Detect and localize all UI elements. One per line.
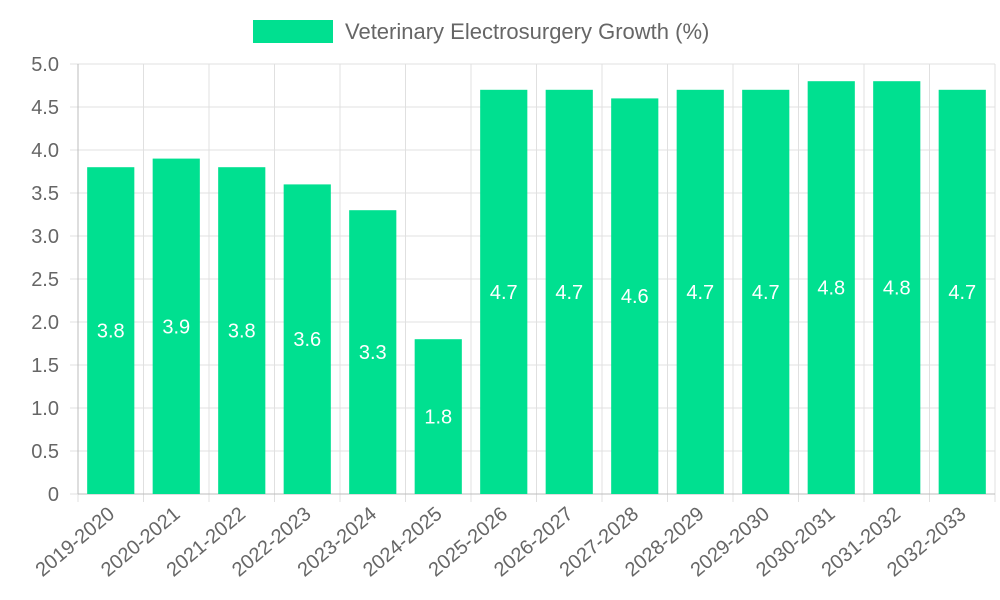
y-axis-ticks: 0 0.5 1.0 1.5 2.0 2.5 3.0 3.5 4.0 4.5 5.0	[31, 54, 59, 506]
bar	[676, 89, 724, 495]
bar	[611, 98, 659, 495]
gridlines	[70, 63, 996, 502]
y-tick-label: 4.5	[31, 97, 59, 119]
y-tick-label: 1.5	[31, 355, 59, 377]
bar	[545, 89, 593, 495]
legend-label: Veterinary Electrosurgery Growth (%)	[345, 19, 709, 44]
y-tick-label: 1.0	[31, 398, 59, 420]
bar-value-label: 3.8	[97, 321, 125, 343]
x-axis-ticks: 2019-20202020-20212021-20222022-20232023…	[32, 503, 971, 581]
y-tick-label: 2.5	[31, 269, 59, 291]
bar-value-label: 4.7	[686, 282, 714, 304]
bar	[152, 158, 200, 494]
bar-value-label: 4.7	[490, 282, 518, 304]
bar	[414, 339, 462, 494]
bar-value-label: 4.6	[621, 286, 649, 308]
y-tick-label: 3.0	[31, 226, 59, 248]
bars	[87, 81, 986, 495]
bar-value-label: 4.8	[817, 278, 845, 300]
bar-value-label: 3.9	[162, 316, 190, 338]
y-tick-label: 0.5	[31, 441, 59, 463]
bar-value-label: 3.3	[359, 342, 387, 364]
legend[interactable]: Veterinary Electrosurgery Growth (%)	[253, 19, 709, 44]
bar	[283, 184, 331, 494]
bar	[807, 81, 855, 494]
y-tick-label: 3.5	[31, 183, 59, 205]
bar-value-label: 3.6	[293, 329, 321, 351]
bar-value-label: 4.8	[883, 278, 911, 300]
y-tick-label: 2.0	[31, 312, 59, 334]
bar	[742, 89, 790, 495]
bar	[873, 81, 921, 494]
legend-swatch	[253, 20, 333, 43]
y-tick-label: 5.0	[31, 54, 59, 76]
bar-labels: 3.8 3.9 3.8 3.6 3.3 1.8 4.7 4.7 4.6 4.7 4.7 4.8 4.8 4…	[97, 278, 976, 429]
bar	[218, 167, 266, 494]
y-tick-label: 4.0	[31, 140, 59, 162]
bar	[349, 210, 397, 494]
bar	[938, 89, 986, 495]
bar	[480, 89, 528, 495]
bar	[87, 167, 135, 494]
bar-value-label: 4.7	[752, 282, 780, 304]
bar-value-label: 1.8	[424, 407, 452, 429]
bar-value-label: 4.7	[948, 282, 976, 304]
y-tick-label: 0	[48, 484, 59, 506]
bar-value-label: 3.8	[228, 321, 256, 343]
bar-value-label: 4.7	[555, 282, 583, 304]
